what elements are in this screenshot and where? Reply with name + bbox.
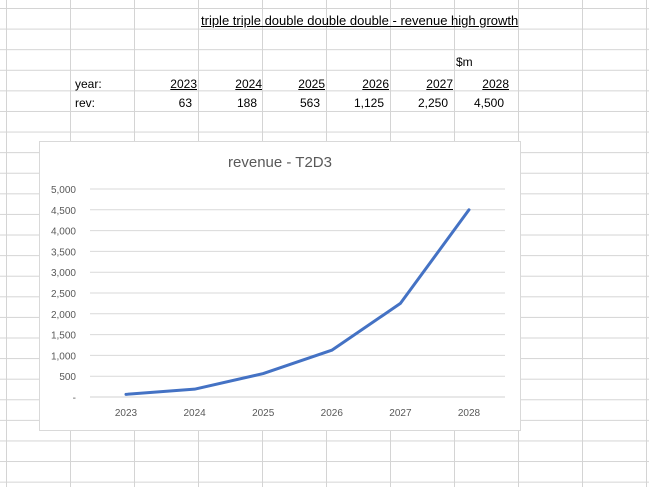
year-cell-2023[interactable]: 2023 — [170, 77, 197, 91]
year-cell-2025[interactable]: 2025 — [298, 77, 325, 91]
rev-cell-2026[interactable]: 1,125 — [353, 96, 384, 110]
year-cell-2027[interactable]: 2027 — [426, 77, 453, 91]
chart-area[interactable]: revenue - T2D3 — [39, 141, 521, 431]
year-row-label[interactable]: year: — [75, 77, 102, 91]
rev-cell-2025[interactable]: 563 — [299, 96, 320, 110]
sheet-title[interactable]: triple triple double double double - rev… — [201, 13, 519, 28]
rev-cell-2028[interactable]: 4,500 — [473, 96, 504, 110]
rev-cell-2027[interactable]: 2,250 — [417, 96, 448, 110]
rev-cell-2023[interactable]: 63 — [178, 96, 192, 110]
rev-row-label[interactable]: rev: — [75, 96, 96, 110]
year-cell-2026[interactable]: 2026 — [362, 77, 389, 91]
rev-cell-2024[interactable]: 188 — [236, 96, 257, 110]
year-cell-2028[interactable]: 2028 — [482, 77, 509, 91]
year-cell-2024[interactable]: 2024 — [235, 77, 262, 91]
chart-title: revenue - T2D3 — [228, 154, 332, 171]
unit-label[interactable]: $m — [456, 55, 473, 69]
